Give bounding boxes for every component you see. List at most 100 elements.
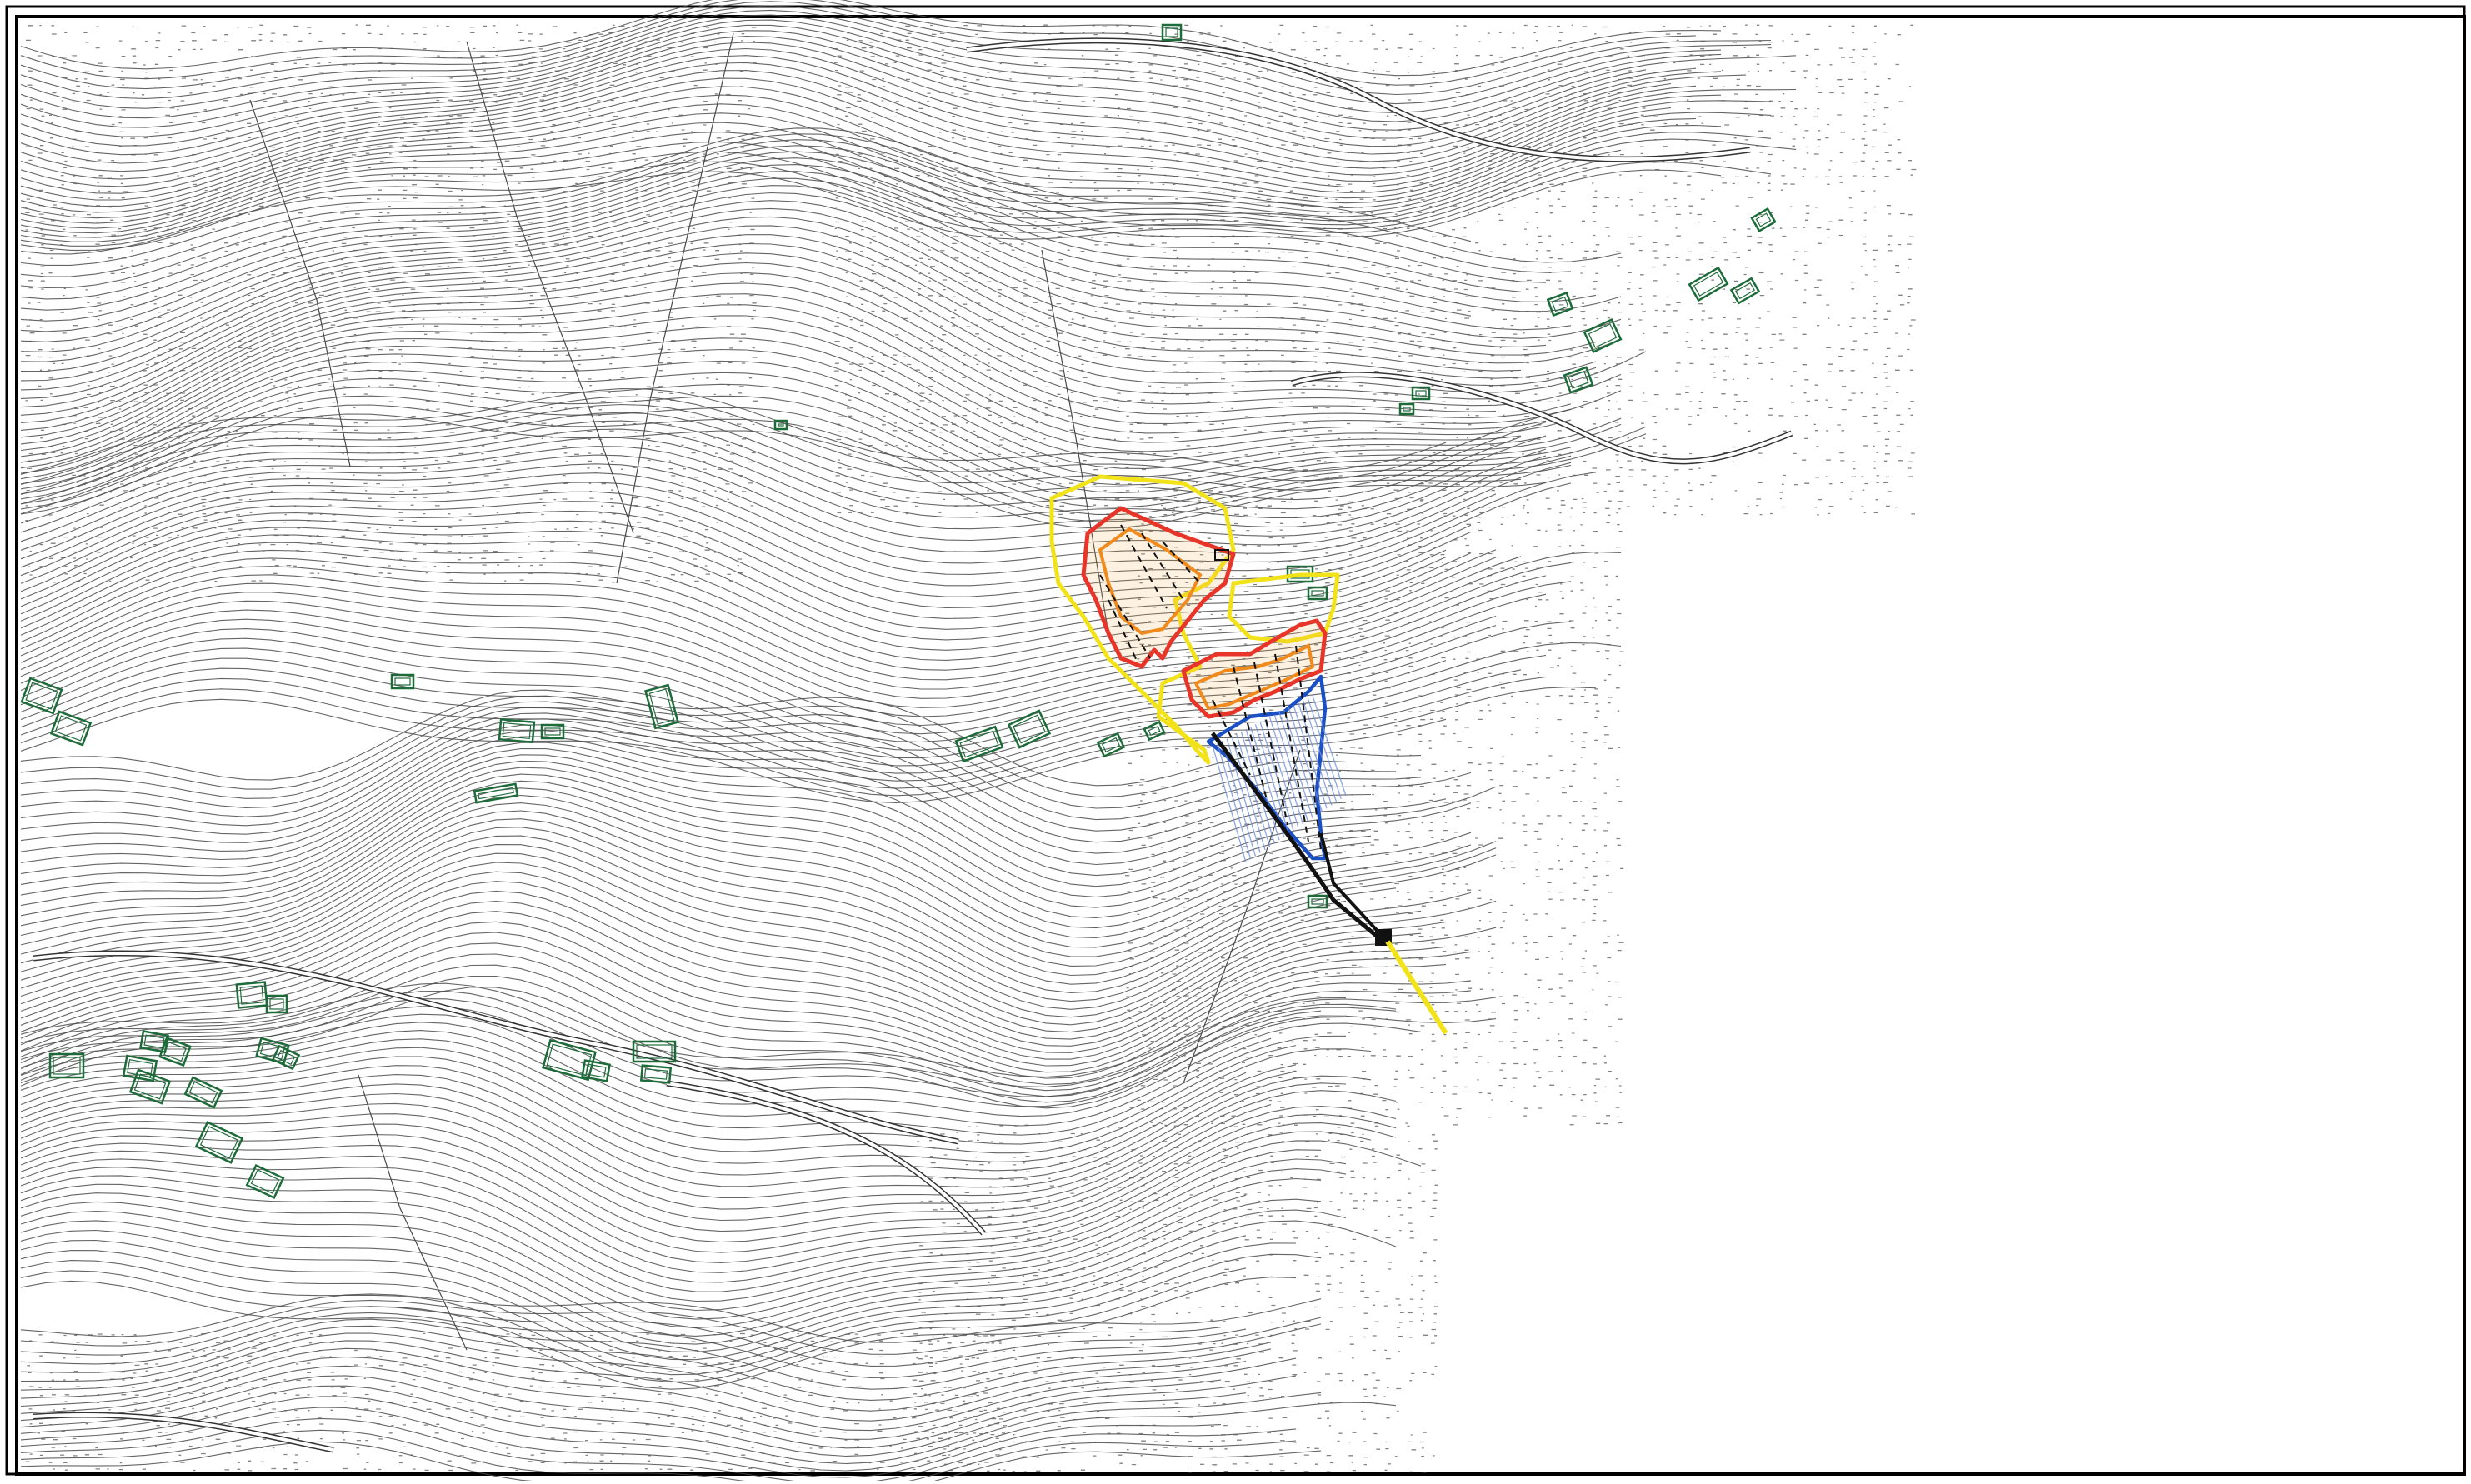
profile-line	[1212, 699, 1251, 776]
contour-line	[20, 161, 1772, 247]
contour-line	[20, 9, 1722, 113]
contour-line	[20, 1071, 1297, 1187]
contour-line	[20, 686, 1597, 797]
building	[1583, 317, 1623, 354]
building	[1563, 366, 1594, 394]
building	[1411, 386, 1431, 401]
road-surface	[666, 1082, 985, 1235]
building	[1546, 291, 1574, 317]
contour-line	[20, 501, 1472, 608]
survey-marker	[1214, 549, 1229, 561]
contour-line	[20, 581, 1572, 717]
contour-line	[20, 676, 1547, 789]
contour-line	[20, 1209, 1347, 1345]
ridge-line	[358, 1074, 468, 1351]
contour-line	[20, 1038, 1297, 1145]
building-inner	[959, 730, 999, 758]
contour-line	[20, 827, 1347, 1002]
building	[194, 1121, 244, 1164]
building-inner	[1165, 27, 1178, 37]
building	[643, 683, 680, 730]
contour-line	[20, 982, 1347, 1078]
contour-line	[20, 412, 1522, 505]
contour-line	[20, 1090, 1397, 1222]
contour-line	[20, 1235, 1247, 1361]
roads	[33, 37, 1793, 1453]
contour-line	[20, 637, 1447, 759]
contour-line	[20, 527, 1447, 641]
building-inner	[276, 1049, 296, 1066]
building	[1307, 586, 1328, 601]
contour-line	[20, 164, 1622, 322]
contour-line	[20, 151, 1622, 242]
building	[639, 1064, 673, 1084]
contour-line	[20, 695, 1347, 797]
contour-line	[20, 1149, 1322, 1292]
contour-line	[20, 780, 1347, 948]
building-inner	[250, 1169, 280, 1194]
contour-line	[20, 773, 1472, 938]
contour-line	[20, 964, 1497, 1097]
building-inner	[188, 1081, 218, 1104]
profile-line	[1120, 524, 1168, 609]
contour-line	[20, 19, 1797, 131]
contour-line	[20, 730, 1447, 866]
contour-line	[20, 707, 1422, 821]
contour-line	[20, 844, 1472, 1018]
contour-line	[20, 1407, 1222, 1478]
hazard-zone	[1049, 474, 1448, 1035]
contour-line	[20, 242, 1647, 416]
contour-line	[20, 282, 1572, 445]
building-inner	[1551, 296, 1569, 312]
contour-line	[20, 852, 1422, 1026]
contour-line	[20, 437, 1547, 533]
contour-line	[20, 890, 1497, 1053]
contour-line	[20, 192, 1547, 362]
contour-line	[20, 207, 1622, 382]
contour-line	[20, 225, 1597, 399]
building-inner	[1415, 390, 1427, 397]
contour-line	[20, 1306, 1247, 1367]
building-inner	[1588, 323, 1618, 348]
building	[235, 981, 268, 1009]
contour-line	[20, 932, 1372, 1079]
building-inner	[394, 677, 411, 686]
contour-line	[20, 549, 1497, 671]
building	[245, 1163, 285, 1200]
contour-line	[20, 1253, 1322, 1376]
contour-line	[20, 216, 1522, 391]
slope-dots	[917, 1124, 1438, 1473]
contour-line	[20, 1030, 1347, 1136]
contour-line	[20, 654, 1547, 774]
building	[183, 1076, 223, 1109]
contour-line	[20, 1158, 1347, 1302]
building	[48, 1052, 85, 1079]
contour-line	[20, 593, 1547, 727]
contour-line	[20, 1396, 1397, 1472]
contour-line	[20, 1131, 1372, 1273]
contour-line	[20, 921, 1447, 1073]
building	[632, 1040, 677, 1063]
building-inner	[133, 1073, 167, 1100]
contour-line	[20, 698, 1447, 803]
contour-line	[20, 472, 1597, 587]
runout-tail-yellow	[1385, 940, 1448, 1035]
contour-line	[20, 132, 1797, 234]
contour-line	[20, 1013, 1422, 1117]
building	[1007, 709, 1052, 749]
building-inner	[1013, 714, 1046, 744]
contour-line	[20, 24, 1647, 139]
ridge-line	[616, 32, 734, 584]
contour-line	[20, 145, 1547, 289]
contour-line	[20, 1, 1772, 96]
contour-line	[20, 1429, 1297, 1484]
contour-line	[20, 1047, 1372, 1154]
contour-line	[20, 1318, 1322, 1390]
contour-line	[20, 42, 1747, 164]
contour-line	[20, 0, 1722, 77]
contour-line	[20, 348, 1622, 480]
contour-line	[20, 388, 1447, 475]
building-inner	[778, 423, 784, 427]
slope-dots	[25, 1332, 1002, 1472]
